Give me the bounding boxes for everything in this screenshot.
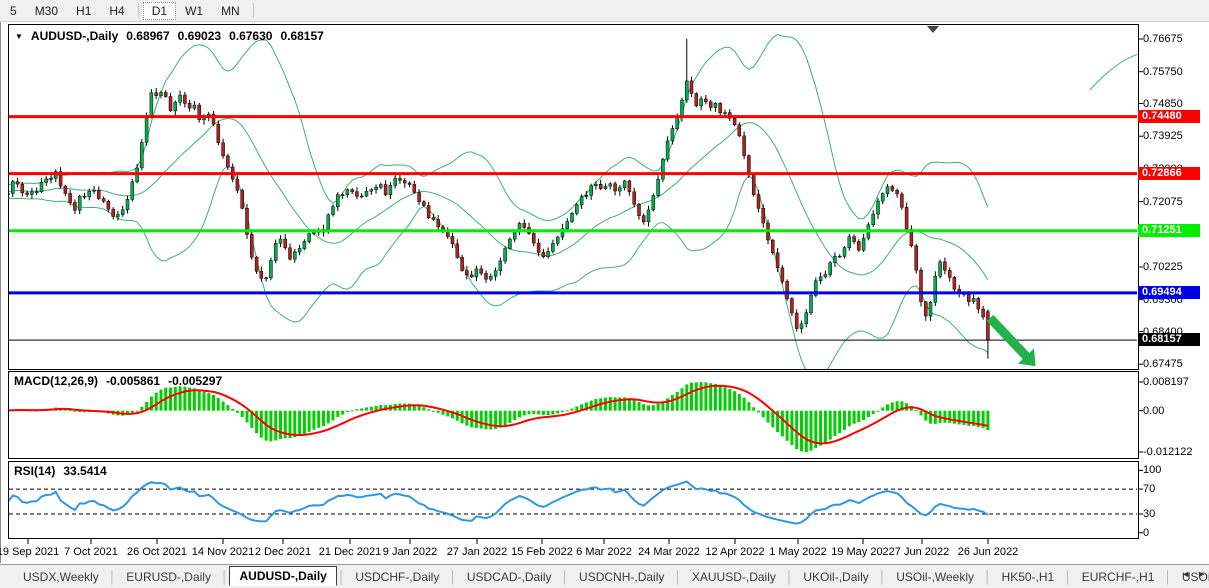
symbol-dropdown-icon[interactable]: ▼ <box>15 31 23 41</box>
symbol-tab-usoilh[interactable]: USOil-,H <box>1181 569 1209 584</box>
tab-separator: │ <box>220 569 229 584</box>
tab-separator: │ <box>108 569 117 584</box>
ohlc-close: 0.68157 <box>280 29 324 43</box>
symbol-tab-audusddaily[interactable]: AUDUSD-,Daily <box>229 565 337 586</box>
symbol-tab-xauusddaily[interactable]: XAUUSD-,Daily <box>691 569 776 584</box>
timeframe-button-h4[interactable]: H4 <box>109 3 125 18</box>
tab-separator: │ <box>1164 569 1172 584</box>
timeframe-button-d1[interactable]: D1 <box>142 1 177 20</box>
price-badge-0.69494: 0.69494 <box>1138 285 1200 299</box>
date-label-2: 26 Oct 2021 <box>127 546 187 558</box>
symbol-tab-usdcnhdaily[interactable]: USDCNH-,Daily <box>579 569 665 584</box>
symbol-tab-usoilweekly[interactable]: USOil-,Weekly <box>896 569 975 584</box>
tab-separator: │ <box>878 569 887 584</box>
symbol-tab-eurusddaily[interactable]: EURUSD-,Daily <box>126 569 211 584</box>
date-label-4: 2 Dec 2021 <box>254 546 312 558</box>
rsi-tick-0: 0 <box>1143 526 1150 539</box>
date-label-5: 21 Dec 2021 <box>318 546 382 558</box>
macd-value-main: -0.005861 <box>106 374 161 388</box>
price-tick-0.74850: 0.74850 <box>1143 97 1183 110</box>
macd-value-signal: -0.005297 <box>168 374 223 388</box>
date-label-15: 26 Jun 2022 <box>957 546 1019 558</box>
price-badge-0.68157: 0.68157 <box>1138 333 1200 347</box>
rsi-tick-30: 30 <box>1143 508 1156 521</box>
date-label-3: 14 Nov 2021 <box>191 546 255 558</box>
price-badge-0.74480: 0.74480 <box>1138 109 1200 123</box>
ohlc-open: 0.68967 <box>126 29 170 43</box>
tab-separator: │ <box>337 569 346 584</box>
tab-separator: │ <box>449 569 457 584</box>
date-label-0: 19 Sep 2021 <box>0 546 60 558</box>
price-tick-0.76675: 0.76675 <box>1143 33 1183 45</box>
date-label-6: 9 Jan 2022 <box>382 546 438 558</box>
date-label-14: 7 Jun 2022 <box>894 546 950 558</box>
timeframe-button-mn[interactable]: MN <box>221 3 240 18</box>
rsi-label-row: RSI(14) 33.5414 <box>14 464 107 478</box>
symbol-tab-usdchfdaily[interactable]: USDCHF-,Daily <box>355 569 440 584</box>
macd-tick-0.00: 0.00 <box>1143 404 1165 417</box>
tab-scroll-right-button[interactable]: ► <box>1197 569 1206 579</box>
toolbar-divider <box>252 3 254 18</box>
price-chart-panel[interactable] <box>8 24 1139 370</box>
date-label-12: 1 May 2022 <box>769 546 827 558</box>
symbol-tab-hk50h1[interactable]: HK50-,H1 <box>1001 569 1055 584</box>
symbol-tab-eurchfh1[interactable]: EURCHF-,H1 <box>1081 569 1155 584</box>
symbol-tabbar: USDX,Weekly │ EURUSD-,Daily │ AUDUSD-,Daily │… <box>0 564 1209 588</box>
tab-separator: │ <box>561 569 570 584</box>
rsi-panel[interactable] <box>8 461 1139 539</box>
timeframe-button-w1[interactable]: W1 <box>185 3 204 18</box>
date-label-1: 7 Oct 2021 <box>64 546 118 558</box>
macd-label-row: MACD(12,26,9) -0.005861 -0.005297 <box>14 374 222 388</box>
price-badge-0.71251: 0.71251 <box>1138 223 1200 237</box>
date-label-13: 19 May 2022 <box>831 546 895 558</box>
price-tick-0.67475: 0.67475 <box>1143 358 1183 371</box>
toolbar-divider <box>137 3 139 18</box>
tab-separator: │ <box>1064 569 1072 584</box>
symbol-tab-usdcaddaily[interactable]: USDCAD-,Daily <box>466 569 552 584</box>
date-label-10: 24 Mar 2022 <box>638 546 700 558</box>
rsi-name: RSI(14) <box>14 464 56 478</box>
tab-separator: │ <box>674 569 682 584</box>
tab-separator: │ <box>785 569 794 584</box>
chart-title: ▼ AUDUSD-,Daily 0.68967 0.69023 0.67630 … <box>15 29 324 43</box>
symbol-tab-usdxweekly[interactable]: USDX,Weekly <box>23 569 99 584</box>
tab-scroll-buttons: ◄ ► <box>1181 569 1206 579</box>
timeframe-button-5[interactable]: 5 <box>10 3 17 18</box>
macd-name: MACD(12,26,9) <box>14 374 99 388</box>
ohlc-low: 0.67630 <box>229 29 273 43</box>
macd-tick-0.008197: 0.008197 <box>1143 376 1189 388</box>
chart-symbol: AUDUSD-,Daily <box>30 29 119 43</box>
rsi-tick-70: 70 <box>1143 483 1156 496</box>
price-tick-0.70225: 0.70225 <box>1143 261 1183 273</box>
date-label-8: 15 Feb 2022 <box>511 546 573 558</box>
date-label-9: 6 Mar 2022 <box>576 546 632 558</box>
timeframe-button-m30[interactable]: M30 <box>34 3 59 18</box>
timeframe-button-h1[interactable]: H1 <box>76 3 92 18</box>
symbol-tab-ukoildaily[interactable]: UKOil-,Daily <box>803 569 869 584</box>
rsi-value: 33.5414 <box>63 464 107 478</box>
macd-tick--0.012122: -0.012122 <box>1143 446 1193 458</box>
price-tick-0.72075: 0.72075 <box>1143 195 1183 208</box>
rsi-tick-100: 100 <box>1143 464 1162 477</box>
date-label-11: 12 Apr 2022 <box>705 546 765 558</box>
tab-scroll-left-button[interactable]: ◄ <box>1181 569 1191 579</box>
price-badge-0.72866: 0.72866 <box>1138 166 1200 180</box>
window-left-edge <box>0 22 1 563</box>
ohlc-high: 0.69023 <box>177 29 222 43</box>
date-label-7: 27 Jan 2022 <box>446 546 508 558</box>
tab-separator: │ <box>984 569 992 584</box>
timeframe-toolbar: 5 M30 H1 H4 D1 W1 MN <box>0 0 1209 22</box>
price-tick-0.75750: 0.75750 <box>1143 65 1183 78</box>
price-tick-0.73925: 0.73925 <box>1143 130 1183 143</box>
